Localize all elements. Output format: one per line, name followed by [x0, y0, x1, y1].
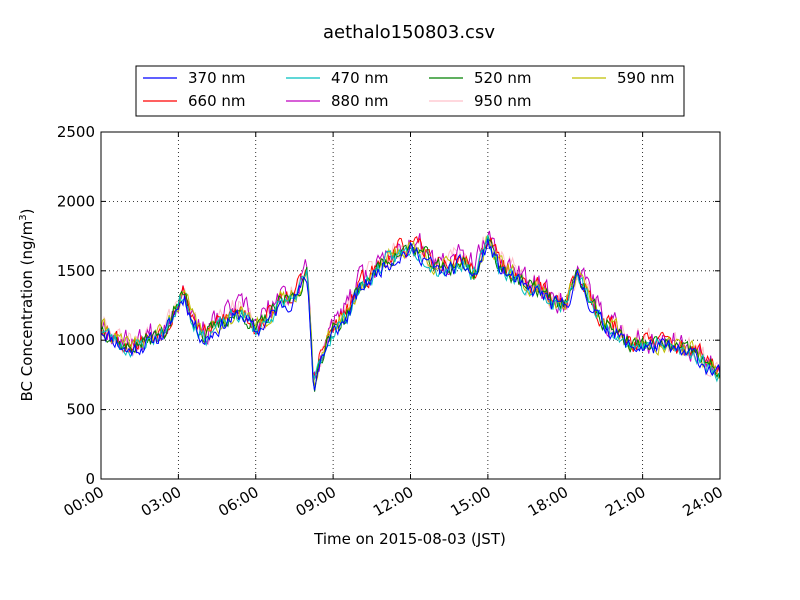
- legend-label: 470 nm: [331, 69, 389, 87]
- legend-label: 590 nm: [617, 69, 675, 87]
- series-line: [100, 235, 721, 383]
- legend-label: 520 nm: [474, 69, 532, 87]
- y-axis-label-main: BC Concentration (ng/m: [18, 221, 36, 402]
- legend-items: 370 nm 470 nm 520 nm 590 nm 660 nm 880 nm 950 …: [143, 69, 675, 110]
- series-line: [100, 239, 721, 391]
- y-tick-label: 500: [66, 401, 95, 419]
- legend-label: 950 nm: [474, 92, 532, 110]
- legend-label: 370 nm: [188, 69, 246, 87]
- y-axis-label-close: ): [18, 209, 36, 215]
- series-line: [100, 235, 721, 386]
- x-tick-label: 24:00: [680, 483, 726, 520]
- x-tick-label: 18:00: [525, 483, 571, 520]
- legend-box: [135, 65, 685, 117]
- series-layer: [100, 230, 721, 392]
- grid-lines: [101, 132, 720, 479]
- y-tick-label: 2500: [57, 123, 95, 141]
- series-line: [100, 232, 721, 381]
- y-axis-label: BC Concentration (ng/m3): [18, 209, 36, 402]
- x-tick-label: 12:00: [370, 483, 416, 520]
- y-tick-label: 2000: [57, 192, 95, 210]
- x-tick-label: 03:00: [138, 483, 184, 520]
- x-tick-label: 06:00: [215, 483, 261, 520]
- y-tick-label: 1500: [57, 262, 95, 280]
- x-axis-label: Time on 2015-08-03 (JST): [313, 530, 506, 548]
- x-tick-label: 00:00: [61, 483, 107, 520]
- y-tick-label: 1000: [57, 331, 95, 349]
- y-tick-label: 0: [85, 470, 95, 488]
- chart-title: aethalo150803.csv: [323, 22, 495, 43]
- legend-label: 660 nm: [188, 92, 246, 110]
- x-tick-label: 09:00: [293, 483, 339, 520]
- axis-ticks: 00:00 03:00 06:00 09:00 12:00 15:00 18:00 21:00…: [57, 123, 726, 520]
- legend-label: 880 nm: [331, 92, 389, 110]
- y-axis-label-sup: 3: [18, 214, 29, 220]
- legend: 370 nm 470 nm 520 nm 590 nm 660 nm 880 nm 950 …: [135, 65, 685, 117]
- x-tick-label: 21:00: [602, 483, 648, 520]
- x-tick-label: 15:00: [447, 483, 493, 520]
- series-line: [100, 236, 721, 377]
